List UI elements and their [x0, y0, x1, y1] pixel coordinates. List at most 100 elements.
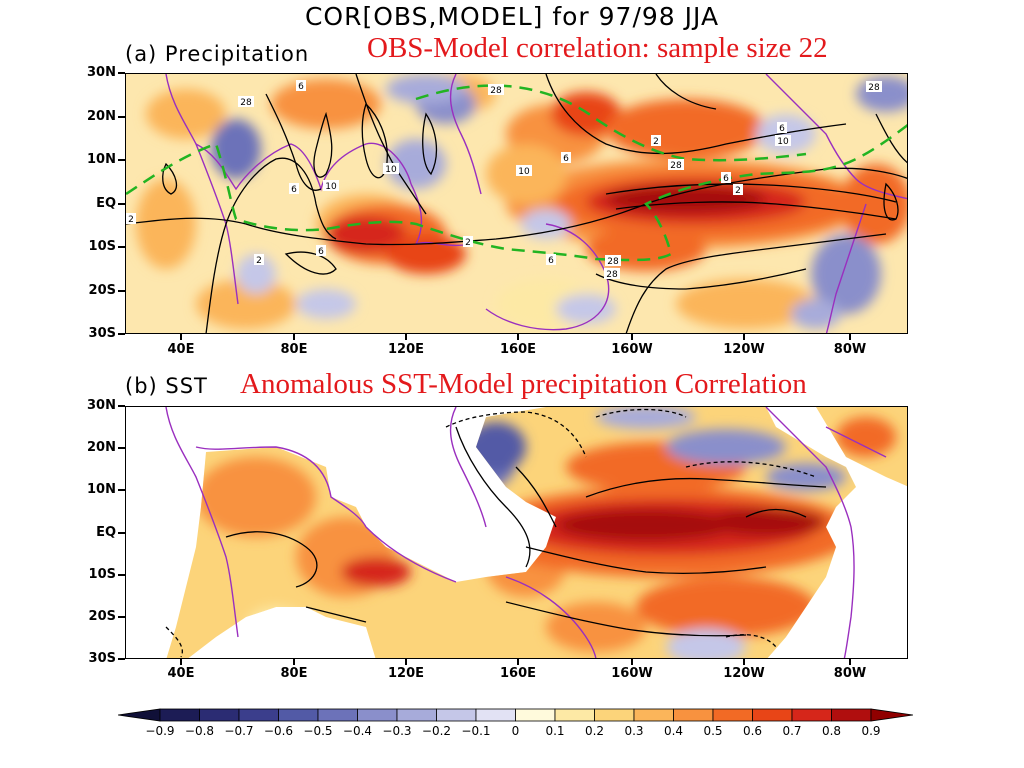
panel-b-annotation: Anomalous SST-Model precipitation Correl…: [240, 368, 807, 400]
precipitation-map: 6 28 28 28 2 10 10 6 10 6 6 10 2 28 6 2 6 2 28 6 28 2: [125, 73, 908, 334]
contour-label: 6: [563, 154, 569, 164]
lat-tick: [118, 159, 125, 161]
colorbar-label: −0.1: [461, 724, 491, 738]
contour-label: 28: [868, 83, 880, 93]
contour-label: 28: [606, 270, 618, 280]
sst-map-svg: [126, 407, 907, 658]
contour-label-box: [777, 122, 787, 133]
colorbar-swatch: [475, 708, 516, 722]
contour-label-box: [238, 96, 254, 107]
contour-label-box: [605, 255, 621, 266]
colorbar-label: 0: [511, 724, 520, 738]
map-a-field: [136, 74, 907, 329]
colorbar-swatch: [238, 708, 279, 722]
contour-label: 6: [548, 256, 554, 266]
colorbar-swatch: [791, 708, 832, 722]
colorbar-label: 0.3: [624, 724, 644, 738]
lon-label: 120W: [723, 342, 765, 357]
colorbar-label: 0.1: [545, 724, 565, 738]
contour-label-box: [254, 254, 264, 265]
lat-label: 20N: [87, 108, 116, 124]
colorbar-label: −0.4: [342, 724, 373, 738]
lat-tick: [118, 246, 125, 248]
contour-label: 2: [256, 256, 262, 266]
colorbar-swatch: [633, 708, 674, 722]
lon-tick: [405, 658, 407, 665]
colorbar-swatch: [317, 708, 358, 722]
lat-tick: [118, 615, 125, 618]
colorbar-label: 0.2: [584, 724, 605, 738]
contour-label: 10: [385, 165, 397, 175]
map-a-dashed-contour-1: [126, 123, 907, 262]
contour-label-box: [775, 135, 791, 146]
lon-tick: [517, 658, 519, 665]
colorbar-labels: −0.9 −0.8 −0.7 −0.6 −0.5 −0.4 −0.3 −0.2 −0.1 0 0.1…: [118, 724, 913, 740]
contour-label: 28: [240, 98, 252, 108]
panel-a-label: (a) Precipitation: [125, 42, 310, 66]
contour-label-box: [516, 165, 532, 176]
lat-tick: [118, 573, 125, 576]
colorbar-label: 0.6: [742, 724, 763, 738]
lat-tick: [118, 489, 125, 492]
lon-tick: [180, 333, 182, 340]
colorbar-label: 0.5: [703, 724, 723, 738]
lat-label: 10N: [87, 482, 116, 498]
lat-tick: [118, 72, 125, 74]
contour-label: 10: [518, 167, 530, 177]
lat-label: 30S: [88, 326, 116, 341]
contour-label-box: [383, 163, 399, 174]
colorbar-label: 0.9: [861, 724, 881, 738]
contour-label: 2: [128, 215, 134, 225]
colorbar-swatch: [199, 708, 240, 722]
lat-label: 30S: [88, 651, 116, 666]
lon-tick: [743, 333, 745, 340]
contour-label: 28: [490, 86, 502, 96]
colorbar-swatch: [357, 708, 398, 722]
lat-tick: [118, 202, 125, 205]
contour-label: 10: [325, 182, 337, 192]
colorbar-swatch: [594, 708, 635, 722]
lon-tick: [849, 333, 851, 340]
lat-tick: [118, 115, 125, 118]
lat-tick: [118, 289, 125, 292]
colorbar-swatch: [831, 708, 872, 722]
map-b-dashed-contours: [165, 408, 817, 658]
panel-a-annotation: OBS-Model correlation: sample size 22: [367, 32, 828, 64]
contour-label-box: [721, 172, 731, 183]
lat-label: 30N: [87, 65, 116, 80]
contour-label: 2: [735, 186, 741, 196]
lon-label: 160W: [611, 342, 653, 357]
lat-label: 20N: [87, 440, 116, 456]
lat-tick: [118, 658, 125, 660]
lat-tick: [118, 333, 125, 335]
colorbar-swatch: [515, 708, 556, 722]
colorbar-label: −0.6: [263, 724, 294, 738]
contour-label-box: [463, 236, 473, 247]
colorbar-label: −0.5: [303, 724, 333, 738]
colorbar-label: −0.7: [224, 724, 254, 738]
lat-label: EQ: [96, 195, 116, 211]
contour-label: 6: [318, 247, 324, 257]
figure-title: COR[OBS,MODEL] for 97/98 JJA: [304, 2, 720, 31]
lat-label: 20S: [88, 608, 116, 624]
lat-label: 20S: [88, 282, 116, 298]
lon-tick: [293, 658, 295, 665]
lat-tick: [118, 405, 125, 407]
colorbar-swatch: [278, 708, 319, 722]
panel-b-label: (b) SST: [125, 374, 208, 398]
lat-tick: [118, 531, 125, 534]
lon-tick: [293, 333, 295, 340]
colorbar-label: −0.2: [421, 724, 452, 738]
lon-label: 160E: [499, 342, 537, 357]
contour-label: 28: [670, 161, 682, 171]
contour-label-box: [289, 183, 299, 194]
contour-label: 6: [291, 185, 297, 195]
lat-label: EQ: [96, 524, 116, 540]
colorbar-swatch: [396, 708, 437, 722]
lon-label: 160E: [499, 666, 537, 681]
contour-label-box: [546, 254, 556, 265]
lon-tick: [743, 658, 745, 665]
lon-label: 80W: [833, 666, 867, 681]
colorbar-label: 0.7: [782, 724, 802, 738]
